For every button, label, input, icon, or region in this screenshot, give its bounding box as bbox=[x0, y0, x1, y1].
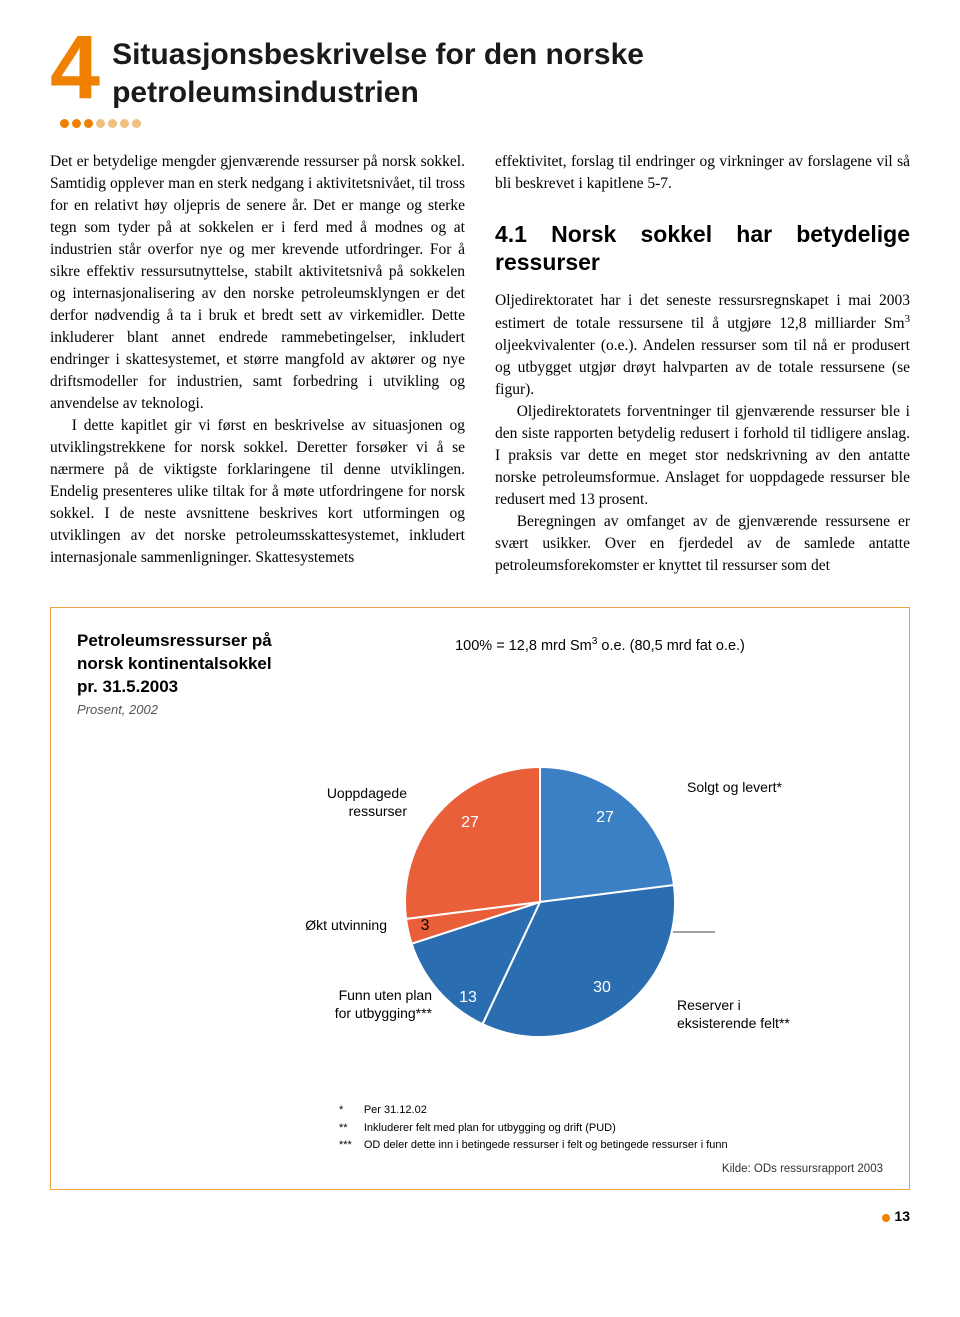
pie-chart: 27 30 13 3 27 Uoppdagederessurser Solgt … bbox=[77, 727, 883, 1097]
paragraph: effektivitet, forslag til endringer og v… bbox=[495, 151, 910, 195]
left-column: Det er betydelige mengder gjenværende re… bbox=[50, 151, 465, 577]
page-dot-icon bbox=[882, 1214, 890, 1222]
chapter-header: 4 Situasjonsbeskrivelse for den norske p… bbox=[50, 30, 910, 111]
paragraph: Oljedirektoratets forventninger til gjen… bbox=[495, 401, 910, 511]
chart-source: Kilde: ODs ressursrapport 2003 bbox=[77, 1163, 883, 1175]
right-column: effektivitet, forslag til endringer og v… bbox=[495, 151, 910, 577]
pie-pct-label: 13 bbox=[459, 989, 477, 1006]
pie-pct-label: 30 bbox=[593, 979, 611, 996]
pie-label-funn: Funn uten planfor utbygging*** bbox=[312, 987, 432, 1022]
pie-slice-solgt bbox=[540, 767, 674, 902]
chapter-number: 4 bbox=[50, 30, 100, 107]
chart-subtitle: Prosent, 2002 bbox=[77, 702, 317, 717]
section-heading: 4.1 Norsk sokkel har betydelige ressurse… bbox=[495, 221, 910, 276]
pie-pct-label: 27 bbox=[596, 809, 614, 826]
chart-footnotes: *Per 31.12.02 **Inkluderer felt med plan… bbox=[337, 1101, 730, 1155]
pie-label-uoppdagede: Uoppdagederessurser bbox=[287, 785, 407, 820]
pie-label-okt: Økt utvinning bbox=[277, 917, 387, 935]
paragraph: Beregningen av omfanget av de gjenværend… bbox=[495, 511, 910, 577]
pie-pct-label: 3 bbox=[421, 917, 430, 934]
chart-container: Petroleumsressurser på norsk kontinental… bbox=[50, 607, 910, 1190]
pie-label-solgt: Solgt og levert* bbox=[687, 779, 782, 797]
chart-total-label: 100% = 12,8 mrd Sm3 o.e. (80,5 mrd fat o… bbox=[317, 630, 883, 654]
body-columns: Det er betydelige mengder gjenværende re… bbox=[50, 151, 910, 577]
paragraph: I dette kapitlet gir vi først en beskriv… bbox=[50, 415, 465, 569]
decorative-dots bbox=[60, 115, 910, 133]
pie-pct-label: 27 bbox=[461, 814, 479, 831]
page-number: 13 bbox=[50, 1208, 910, 1224]
chapter-title: Situasjonsbeskrivelse for den norske pet… bbox=[112, 30, 910, 111]
paragraph: Det er betydelige mengder gjenværende re… bbox=[50, 151, 465, 415]
pie-label-reserver: Reserver ieksisterende felt** bbox=[677, 997, 790, 1032]
paragraph: Oljedirektoratet har i det seneste ressu… bbox=[495, 290, 910, 401]
chart-title: Petroleumsressurser på norsk kontinental… bbox=[77, 630, 317, 699]
pie-slice-uoppdagede bbox=[405, 767, 540, 919]
